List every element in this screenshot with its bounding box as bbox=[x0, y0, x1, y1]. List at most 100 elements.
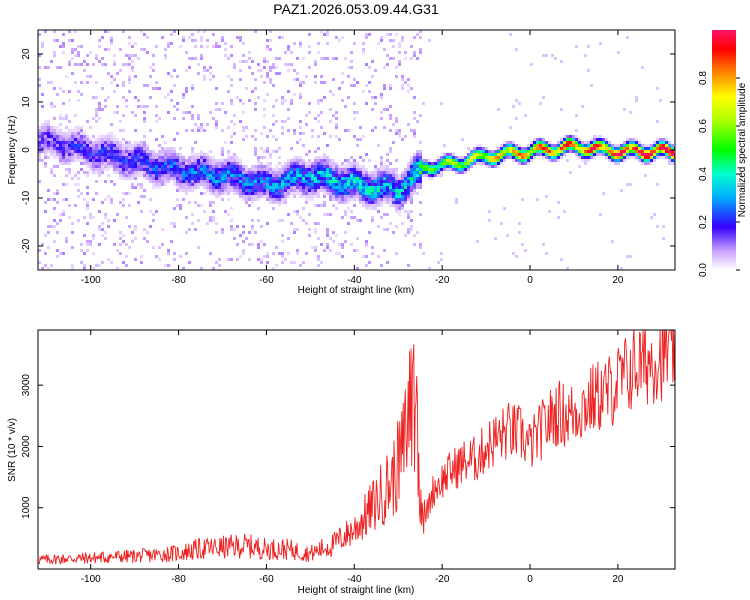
spectrogram-cell bbox=[227, 189, 230, 192]
spectrogram-cell bbox=[167, 153, 170, 156]
spectrogram-cell bbox=[122, 168, 125, 171]
spectrogram-cell bbox=[203, 183, 206, 186]
spectrogram-cell bbox=[293, 189, 296, 192]
spectrogram-cell bbox=[419, 51, 422, 54]
spectrogram-cell bbox=[320, 126, 323, 129]
spectrogram-cell bbox=[137, 99, 140, 102]
spectrogram-cell bbox=[542, 150, 545, 153]
spectrogram-cell bbox=[122, 156, 125, 159]
spectrogram-cell bbox=[59, 156, 62, 159]
spectrogram-cell bbox=[593, 147, 596, 150]
spectrogram-cell bbox=[557, 141, 560, 144]
spectrogram-cell bbox=[227, 159, 230, 162]
spectrogram-cell bbox=[617, 159, 620, 162]
spectrogram-cell bbox=[662, 138, 665, 141]
spectrogram-cell bbox=[620, 150, 623, 153]
y-tick-label: 1000 bbox=[21, 496, 32, 519]
spectrogram-cell bbox=[476, 147, 479, 150]
spectrogram-cell bbox=[287, 117, 290, 120]
spectrogram-cell bbox=[368, 186, 371, 189]
spectrogram-cell bbox=[209, 204, 212, 207]
spectrogram-cell bbox=[656, 141, 659, 144]
spectrogram-cell bbox=[188, 180, 191, 183]
spectrogram-cell bbox=[554, 57, 557, 60]
spectrogram-cell bbox=[188, 171, 191, 174]
spectrogram-cell bbox=[251, 165, 254, 168]
spectrogram-cell bbox=[422, 168, 425, 171]
spectrogram-cell bbox=[323, 192, 326, 195]
spectrogram-cell bbox=[263, 99, 266, 102]
spectrogram-cell bbox=[116, 141, 119, 144]
spectrogram-cell bbox=[368, 207, 371, 210]
spectrogram-cell bbox=[275, 150, 278, 153]
spectrogram-cell bbox=[236, 159, 239, 162]
spectrogram-cell bbox=[302, 171, 305, 174]
spectrogram-cell bbox=[119, 147, 122, 150]
x-tick-label: -60 bbox=[259, 574, 274, 585]
spectrogram-cell bbox=[632, 144, 635, 147]
spectrogram-cell bbox=[116, 267, 119, 270]
spectrogram-cell bbox=[656, 150, 659, 153]
spectrogram-cell bbox=[305, 186, 308, 189]
spectrogram-cell bbox=[365, 264, 368, 267]
spectrogram-cell bbox=[191, 213, 194, 216]
spectrogram-cell bbox=[164, 168, 167, 171]
spectrogram-cell bbox=[404, 174, 407, 177]
spectrogram-cell bbox=[311, 162, 314, 165]
spectrogram-cell bbox=[578, 150, 581, 153]
spectrogram-cell bbox=[506, 153, 509, 156]
spectrogram-cell bbox=[656, 120, 659, 123]
spectrogram-cell bbox=[341, 174, 344, 177]
spectrogram-cell bbox=[239, 159, 242, 162]
spectrogram-cell bbox=[380, 168, 383, 171]
spectrogram-cell bbox=[80, 132, 83, 135]
spectrogram-cell bbox=[419, 36, 422, 39]
spectrogram-cell bbox=[671, 150, 674, 153]
snr-series-line bbox=[38, 330, 675, 566]
spectrogram-cell bbox=[491, 156, 494, 159]
spectrogram-cell bbox=[44, 129, 47, 132]
spectrogram-cell bbox=[278, 177, 281, 180]
spectrogram-cell bbox=[356, 171, 359, 174]
spectrogram-cell bbox=[332, 165, 335, 168]
spectrogram-cell bbox=[62, 183, 65, 186]
spectrogram-cell bbox=[617, 153, 620, 156]
spectrogram-cell bbox=[242, 174, 245, 177]
spectrogram-cell bbox=[404, 201, 407, 204]
spectrogram-cell bbox=[239, 168, 242, 171]
spectrogram-cell bbox=[185, 216, 188, 219]
spectrogram-cell bbox=[299, 183, 302, 186]
spectrogram-cell bbox=[146, 171, 149, 174]
spectrogram-cell bbox=[167, 156, 170, 159]
spectrogram-cell bbox=[194, 168, 197, 171]
spectrogram-cell bbox=[128, 144, 131, 147]
spectrogram-cell bbox=[182, 183, 185, 186]
spectrogram-cell bbox=[116, 156, 119, 159]
spectrogram-cell bbox=[101, 150, 104, 153]
spectrogram-cell bbox=[263, 177, 266, 180]
spectrogram-cell bbox=[617, 150, 620, 153]
spectrogram-cell bbox=[398, 63, 401, 66]
spectrogram-cell bbox=[113, 159, 116, 162]
spectrogram-cell bbox=[185, 189, 188, 192]
spectrogram-cell bbox=[281, 234, 284, 237]
spectrogram-cell bbox=[362, 186, 365, 189]
spectrogram-cell bbox=[65, 153, 68, 156]
spectrogram-cell bbox=[89, 159, 92, 162]
spectrogram-cell bbox=[284, 120, 287, 123]
spectrogram-cell bbox=[113, 144, 116, 147]
spectrogram-cell bbox=[110, 201, 113, 204]
spectrogram-cell bbox=[287, 189, 290, 192]
spectrogram-cell bbox=[200, 156, 203, 159]
spectrogram-cell bbox=[200, 168, 203, 171]
spectrogram-cell bbox=[401, 36, 404, 39]
spectrogram-cell bbox=[119, 243, 122, 246]
spectrogram-cell bbox=[308, 186, 311, 189]
spectrogram-cell bbox=[335, 252, 338, 255]
spectrogram-cell bbox=[212, 189, 215, 192]
spectrogram-cell bbox=[293, 78, 296, 81]
spectrogram-cell bbox=[173, 180, 176, 183]
spectrogram-cell bbox=[206, 153, 209, 156]
spectrogram-cell bbox=[311, 168, 314, 171]
spectrogram-cell bbox=[116, 168, 119, 171]
